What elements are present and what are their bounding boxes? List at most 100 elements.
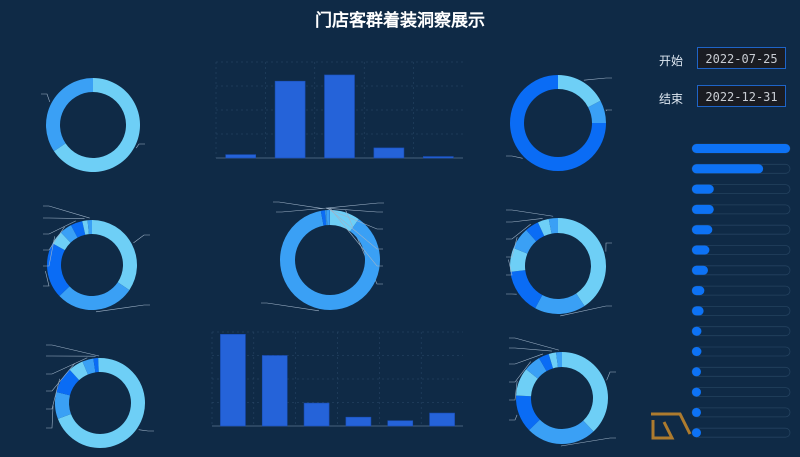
gender-leader-line: [41, 93, 51, 103]
start-date-input[interactable]: 2022-07-25: [697, 47, 786, 69]
brand-bar: [692, 428, 701, 438]
fabric-leader-line: [506, 223, 531, 240]
sleeve-slice: [280, 210, 381, 310]
category-leader-line: [509, 380, 518, 401]
bar: [261, 355, 288, 427]
sleeve-leader-line: [261, 302, 319, 312]
category-slice: [516, 395, 540, 431]
pattern-slice: [47, 243, 70, 297]
brand-bar: [692, 245, 710, 255]
bar: [324, 74, 355, 159]
brand-bar-track: [691, 326, 791, 337]
style-leader-line: [583, 77, 612, 81]
fit-slice: [82, 358, 96, 375]
sleeve-slice: [324, 210, 327, 226]
brand-bar: [692, 387, 701, 397]
sleeve-leader-line: [329, 207, 383, 267]
style-slice: [558, 75, 601, 108]
fabric-slice: [535, 293, 585, 315]
brand-bar: [692, 407, 701, 417]
pattern-leader-line: [133, 234, 150, 244]
bar: [225, 154, 256, 159]
sleeve-slice: [330, 210, 359, 232]
category-leader-line: [509, 347, 552, 352]
fabric-slice: [558, 218, 607, 307]
category-slice: [526, 358, 547, 379]
brand-bar-track: [691, 305, 791, 316]
sleeve-leader-line: [325, 202, 384, 209]
category-leader-line: [509, 337, 559, 351]
brand-bar-track: [691, 387, 791, 398]
bar: [422, 156, 454, 159]
sleeve-leader-line: [325, 207, 383, 213]
pattern-slice: [87, 220, 92, 235]
fit-leader-line: [46, 363, 75, 392]
fit-leader-line: [46, 405, 54, 429]
pattern-leader-line: [95, 304, 150, 313]
fabric-leader-line: [506, 259, 513, 276]
pattern-slice: [71, 221, 86, 238]
pattern-leader-line: [43, 226, 65, 251]
fit-slice: [57, 358, 146, 449]
brand-bar-track: [691, 285, 791, 296]
pattern-leader-line: [43, 205, 90, 219]
bar: [429, 412, 455, 427]
fabric-slice: [513, 230, 537, 254]
sleeve-slice: [320, 210, 327, 226]
fit-slice: [98, 358, 100, 373]
style-slice: [588, 100, 606, 123]
brand-bar: [692, 204, 714, 214]
fabric-slice: [548, 218, 558, 234]
fit-slice: [56, 369, 80, 396]
gender-slice: [53, 78, 140, 172]
fit-slice: [69, 361, 88, 381]
fit-slice: [55, 391, 71, 419]
fit-leader-line: [46, 357, 88, 375]
brand-bar-track: [691, 427, 791, 438]
pattern-slice: [92, 220, 137, 291]
pattern-leader-line: [43, 217, 85, 219]
category-slice: [516, 369, 538, 397]
sleeve-slice: [326, 210, 328, 226]
fit-leader-line: [46, 344, 100, 357]
brand-bar: [692, 164, 764, 174]
category-slice: [529, 419, 594, 444]
start-date-label: 开始: [659, 54, 684, 68]
bar: [303, 402, 330, 427]
sleeve-slice: [325, 210, 328, 226]
category-leader-line: [509, 414, 518, 421]
sleeve-slice: [326, 210, 330, 226]
category-leader-line: [560, 437, 616, 447]
page-title: 门店客群着装洞察展示: [315, 11, 485, 31]
bar: [220, 334, 246, 427]
bar: [274, 80, 306, 159]
brand-bar: [692, 225, 713, 235]
fabric-slice: [526, 222, 545, 242]
gender-leader-line: [135, 143, 145, 149]
fabric-leader-line: [605, 242, 612, 252]
brand-bar: [692, 347, 702, 356]
fit-leader-line: [138, 429, 154, 432]
fabric-leader-line: [506, 237, 518, 258]
pattern-slice: [52, 232, 71, 251]
category-leader-line: [606, 371, 616, 381]
sleeve-leader-line: [276, 207, 325, 213]
fabric-slice: [510, 270, 543, 309]
fabric-leader-line: [506, 209, 554, 217]
pattern-leader-line: [43, 270, 50, 287]
brand-bar: [692, 286, 705, 296]
category-slice: [539, 353, 554, 372]
watermark-logo-icon: [651, 412, 692, 440]
bar: [345, 416, 372, 427]
fit-leader-line: [46, 378, 60, 410]
pattern-slice: [59, 282, 130, 310]
sleeve-leader-line: [327, 207, 383, 250]
pattern-leader-line: [43, 220, 76, 235]
fit-slice: [93, 358, 99, 373]
fabric-slice: [537, 218, 552, 237]
fabric-slice: [510, 248, 528, 272]
pattern-slice: [82, 220, 89, 235]
pattern-slice: [60, 225, 78, 243]
end-date-input[interactable]: 2022-12-31: [697, 85, 786, 107]
